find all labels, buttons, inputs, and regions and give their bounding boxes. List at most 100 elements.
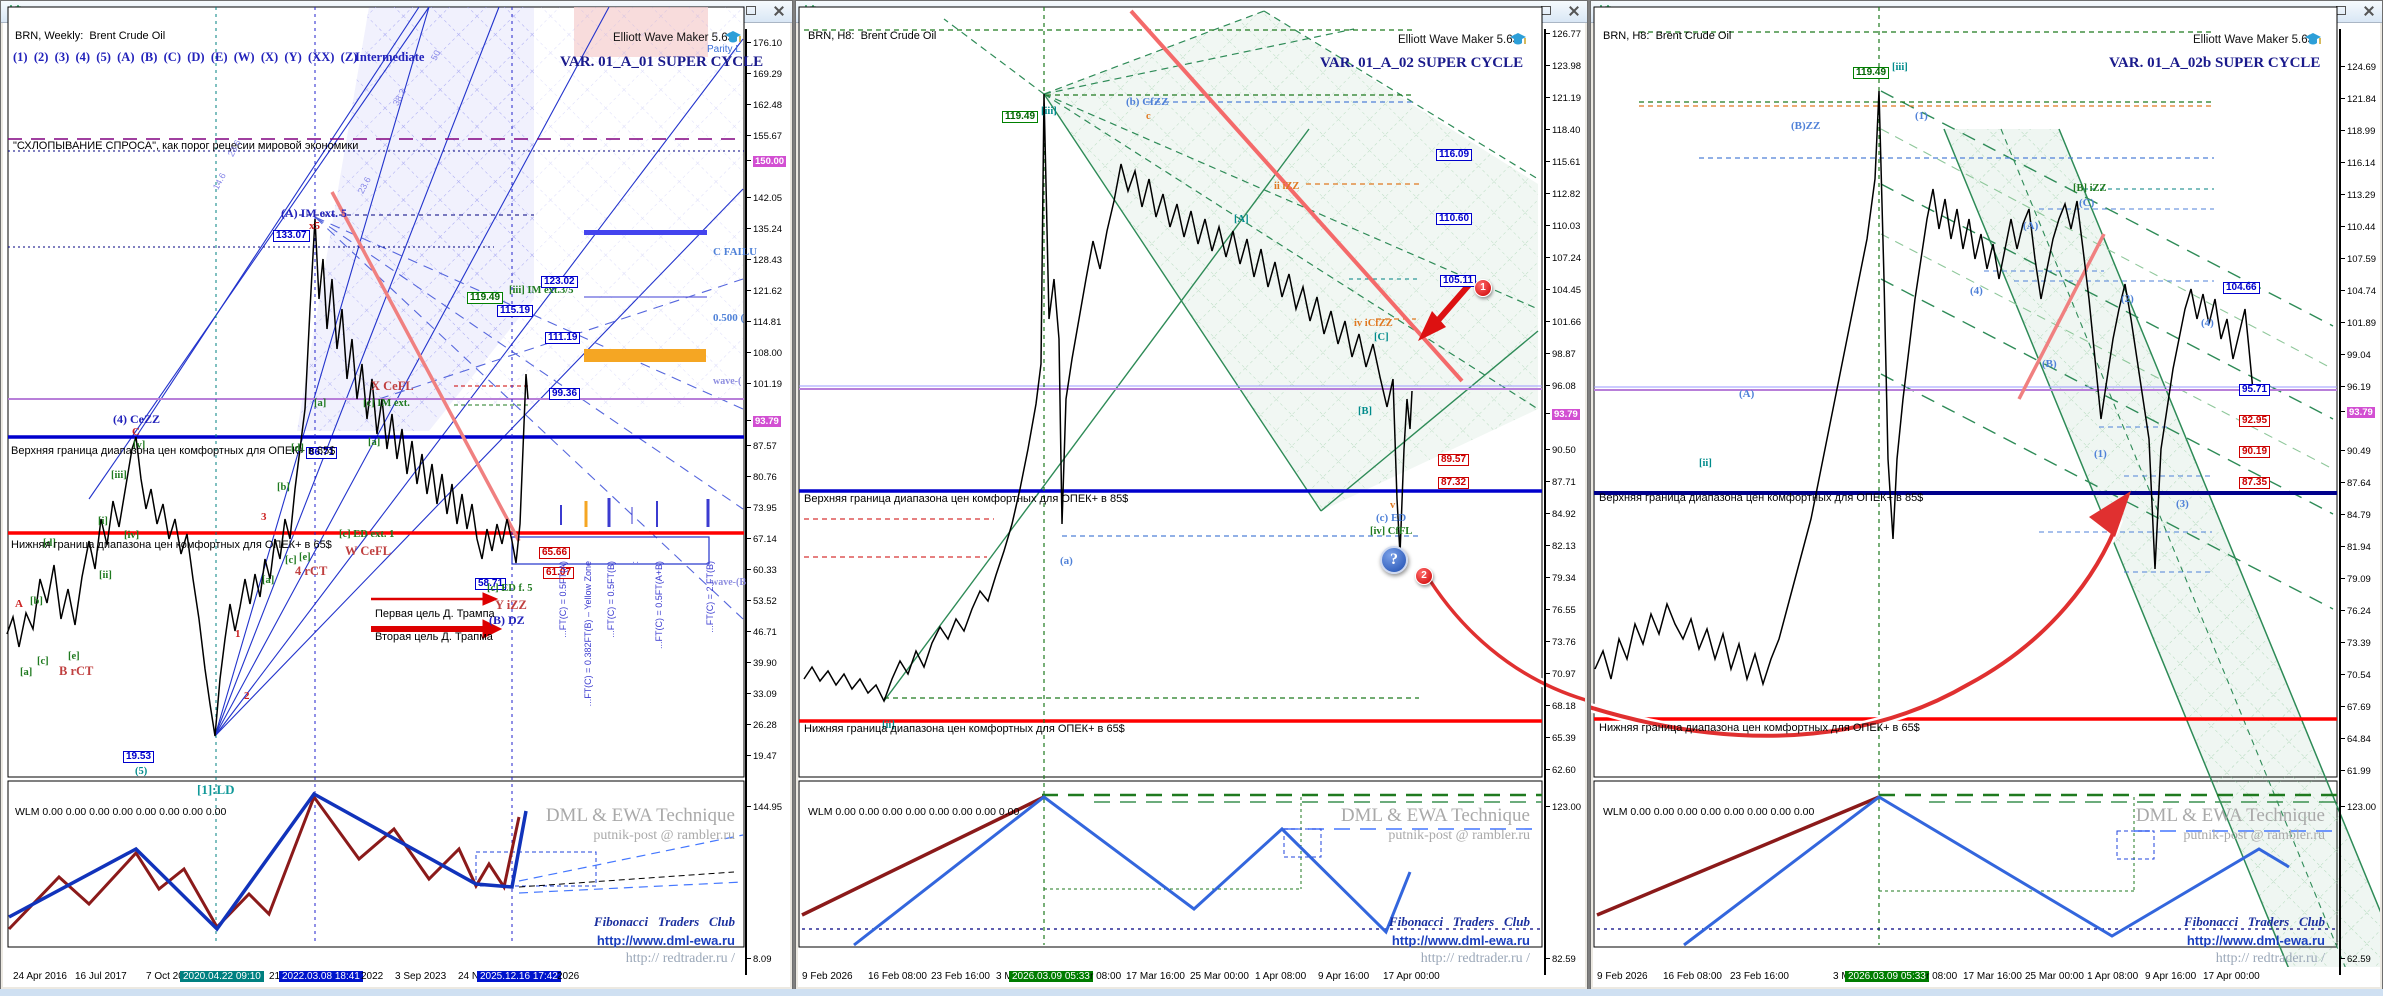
workspace-bottom-strip: [0, 989, 2383, 996]
chart-label: [b]: [277, 482, 290, 493]
watermark-url-dml[interactable]: http://www.dml-ewa.ru: [596, 933, 735, 948]
chart-label: wave-(: [713, 376, 742, 387]
minimize-button[interactable]: [2306, 4, 2320, 18]
axis-tick-label: 123.00: [2340, 802, 2383, 813]
window-titlebar[interactable]: BRN,H8: [1591, 1, 2382, 23]
chart-label: (5): [135, 766, 148, 777]
time-axis-label: 16 Feb 08:00: [1663, 971, 1722, 982]
chart-label: 123.02: [541, 276, 578, 288]
chart-header: BRN, Weekly: Brent Crude Oil: [15, 30, 166, 42]
time-axis-label: 17 Mar 16:00: [1963, 971, 2022, 982]
axis-tick-label: 76.24: [2340, 606, 2383, 617]
minimize-button[interactable]: [1511, 4, 1525, 18]
watermark-url-dml[interactable]: http://www.dml-ewa.ru: [1391, 933, 1530, 948]
axis-tick-label: 19.47: [746, 751, 797, 762]
chart-area[interactable]: 176.10 169.29 162.48 155.67 150.00 142.05 135.…: [3, 6, 790, 987]
close-button[interactable]: [772, 4, 786, 18]
chart-label: 3: [261, 511, 267, 523]
chart-label: A: [15, 598, 23, 610]
current-price-label: 93.79: [2340, 407, 2375, 418]
chart-label: iv iCfZZ: [1354, 318, 1393, 329]
axis-tick-label: 46.71: [746, 627, 797, 638]
time-axis[interactable]: 9 Feb 2026 16 Feb 08:00 23 Feb 16:00 3 M 202…: [1593, 971, 2380, 987]
window-titlebar[interactable]: BRN,H8: [796, 1, 1587, 23]
time-axis-label: 9 Feb 2026: [1597, 971, 1648, 982]
chart-window-brn-weekly: BRN,Weekly: [0, 0, 793, 990]
time-axis-label: 25 Mar 00:00: [2025, 971, 2084, 982]
watermark-technique: DML & EWA Technique: [1340, 805, 1530, 826]
watermark-email: putnik-post @ rambler.ru: [593, 828, 735, 843]
maximize-button[interactable]: [2334, 4, 2348, 18]
indicator-label: WLM 0.00 0.00 0.00 0.00 0.00 0.00 0.00 0…: [15, 806, 227, 818]
chart-label: [a]: [314, 398, 327, 409]
chart-label: 104.66: [2223, 282, 2260, 294]
axis-tick-label: 80.76: [746, 472, 797, 483]
chart-label: Верхняя граница диапазона цен комфортных…: [11, 445, 336, 457]
chart-label: 116.09: [1436, 149, 1473, 161]
axis-tick-label: 162.48: [746, 100, 797, 111]
time-axis[interactable]: 9 Feb 2026 16 Feb 08:00 23 Feb 16:00 3 M 202…: [798, 971, 1585, 987]
chart-label: (4): [1970, 285, 1983, 297]
axis-tick-label: 53.52: [746, 596, 797, 607]
watermark-club: Fibonacci Traders Club: [593, 914, 735, 929]
time-axis-label: 24 Apr 2016: [13, 971, 67, 982]
axis-tick-label: 67.14: [746, 534, 797, 545]
chart-label: (4): [2201, 317, 2214, 329]
current-price-label: 93.79: [1545, 409, 1580, 420]
chart-label: 86.71: [306, 447, 338, 459]
axis-tick-label: 176.10: [746, 38, 797, 49]
chart-label: X CeFL: [371, 379, 414, 393]
watermark-url-dml[interactable]: http://www.dml-ewa.ru: [2186, 933, 2325, 948]
chart-label: (b) CfZZ: [1126, 96, 1169, 108]
chart-label: (c) ED: [1376, 512, 1407, 524]
time-axis-label: 2022: [361, 971, 384, 982]
close-button[interactable]: [1567, 4, 1581, 18]
chart-label: Вторая цель Д. Трапма: [375, 631, 493, 643]
time-axis-label: 25 Mar 00:00: [1190, 971, 1249, 982]
maximize-button[interactable]: [744, 4, 758, 18]
axis-tick-label: 81.94: [2340, 542, 2383, 553]
chart-label: [e]: [299, 552, 311, 563]
chart-label: Нижняя граница диапазона цен комфортных …: [11, 539, 332, 551]
graduation-cap-icon: [1510, 33, 1526, 45]
degree-selector[interactable]: Intermediate: [355, 50, 425, 64]
watermark-url-redtrader[interactable]: http:// redtrader.ru /: [1420, 951, 1530, 966]
wave-toolbar[interactable]: (1) (2) (3) (4) (5) (A) (B) (C) (D) (E) …: [13, 50, 358, 64]
ewm-brand: Elliott Wave Maker 5.63: [613, 32, 735, 44]
chart-label: 133.07: [273, 230, 310, 242]
time-axis[interactable]: 24 Apr 2016 16 Jul 2017 7 Oct 201 2020.04.2…: [3, 971, 790, 987]
chart-area[interactable]: 124.69 121.84 118.99 116.14 113.29 110.44 107.…: [1591, 6, 2383, 987]
watermark-technique: DML & EWA Technique: [545, 805, 735, 826]
chart-badge: 2: [1415, 567, 1433, 585]
chart-label: Верхняя граница диапазона цен комфортных…: [804, 493, 1129, 505]
chart-label: [a]: [20, 667, 33, 678]
watermark-url-redtrader[interactable]: http:// redtrader.ru /: [2215, 951, 2325, 966]
chart-label: [d]: [43, 538, 56, 549]
chart-label: 111.19: [545, 332, 581, 344]
chart-label: (B): [2042, 358, 2057, 370]
maximize-button[interactable]: [1539, 4, 1553, 18]
chart-label: [ii]: [1699, 458, 1712, 469]
chart-label: (B)ZZ: [1791, 120, 1821, 132]
axis-tick-label: 121.62: [746, 286, 797, 297]
window-titlebar[interactable]: BRN,Weekly: [1, 1, 792, 23]
variant-title: VAR. 01_A_02 SUPER CYCLE: [1320, 55, 1524, 71]
axis-tick-label: 61.99: [2340, 766, 2383, 777]
chart-label: 58.71: [475, 578, 507, 590]
axis-tick-label: 107.59: [2340, 254, 2383, 265]
close-button[interactable]: [2362, 4, 2376, 18]
chart-label: Нижняя граница диапазона цен комфортных …: [1599, 722, 1920, 734]
minimize-button[interactable]: [716, 4, 730, 18]
chart-label: [ii]: [99, 570, 112, 581]
chart-label: 105.11: [1440, 275, 1477, 287]
watermark-club: Fibonacci Traders Club: [2183, 914, 2325, 929]
time-axis-label: 2026: [557, 971, 580, 982]
ewm-brand: Elliott Wave Maker 5.63: [1398, 34, 1520, 46]
watermark-url-redtrader[interactable]: http:// redtrader.ru /: [625, 951, 735, 966]
chart-area[interactable]: 126.77 123.98 121.19 118.40 115.61 112.82 110.…: [798, 6, 1585, 987]
time-axis-label: 17 Apr 00:00: [1383, 971, 1440, 982]
chart-label: ...FT(C) = 0.5FT(A+B): [654, 561, 664, 650]
chart-label: 119.49: [1002, 111, 1039, 123]
chart-label: 2: [244, 690, 250, 702]
candlestick-chart-icon: [8, 5, 21, 18]
